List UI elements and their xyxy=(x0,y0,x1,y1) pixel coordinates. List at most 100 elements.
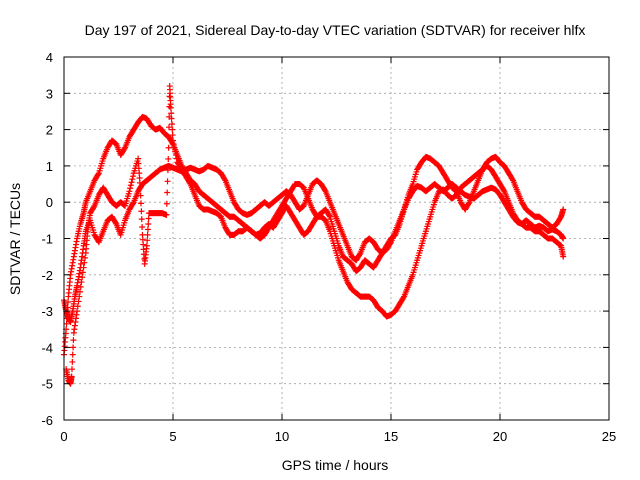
data-point xyxy=(168,121,175,128)
data-point xyxy=(163,211,170,218)
data-point xyxy=(127,185,134,192)
data-point xyxy=(90,204,97,211)
data-point xyxy=(170,137,176,144)
data-point xyxy=(79,274,86,281)
data-points xyxy=(61,83,567,387)
data-point xyxy=(137,192,144,199)
data-point xyxy=(169,126,176,133)
data-point xyxy=(167,104,174,111)
data-point xyxy=(170,141,177,148)
data-point xyxy=(126,188,133,195)
data-point xyxy=(95,171,102,178)
y-tick-label: -1 xyxy=(41,232,53,247)
data-point xyxy=(465,200,472,207)
series-trace-c xyxy=(63,83,567,387)
data-point xyxy=(509,176,516,183)
data-point xyxy=(164,178,171,185)
data-point xyxy=(70,337,77,344)
data-point xyxy=(173,155,180,162)
data-point xyxy=(77,283,84,290)
x-tick-label: 20 xyxy=(493,429,507,444)
data-point xyxy=(143,242,150,249)
x-axis-label: GPS time / hours xyxy=(282,457,389,473)
data-point xyxy=(560,206,567,213)
x-tick-label: 5 xyxy=(169,429,176,444)
data-point xyxy=(68,366,75,373)
data-point xyxy=(74,303,81,310)
data-point xyxy=(221,176,228,183)
y-tick-label: -2 xyxy=(41,268,53,283)
data-point xyxy=(76,293,83,300)
data-point xyxy=(165,134,172,141)
data-point xyxy=(78,279,85,286)
x-tick-label: 0 xyxy=(60,429,67,444)
data-point xyxy=(63,320,70,327)
axis-ticks: 0 5 10 15 20 25 -6 -5 -4 -3 -2 -1 0 1 2 3 4 xyxy=(41,50,616,444)
y-tick-label: -4 xyxy=(41,340,53,355)
data-point xyxy=(138,200,145,207)
data-point xyxy=(560,235,567,242)
data-point xyxy=(145,220,152,227)
y-tick-label: 4 xyxy=(46,50,53,65)
data-point xyxy=(165,144,172,151)
data-point xyxy=(68,373,75,380)
data-point xyxy=(121,145,128,152)
y-axis-label: SDTVAR / TECUs xyxy=(7,183,23,295)
y-tick-label: 1 xyxy=(46,159,53,174)
data-point xyxy=(128,179,135,186)
data-point xyxy=(144,237,151,244)
data-point xyxy=(356,251,363,258)
data-point xyxy=(127,182,134,189)
y-tick-label: -3 xyxy=(41,304,53,319)
data-point xyxy=(139,224,146,231)
data-point xyxy=(163,200,170,207)
y-tick-label: -6 xyxy=(41,413,53,428)
data-point xyxy=(168,110,175,117)
y-tick-label: 2 xyxy=(46,123,53,138)
data-point xyxy=(130,200,137,207)
data-point xyxy=(168,115,175,122)
data-point xyxy=(144,231,151,238)
data-point xyxy=(69,351,76,358)
data-point xyxy=(70,344,77,351)
data-point xyxy=(138,216,145,223)
data-point xyxy=(112,219,119,226)
data-point xyxy=(164,167,171,174)
y-tick-label: -5 xyxy=(41,377,53,392)
series-trace-a xyxy=(61,113,567,358)
y-tick-label: 3 xyxy=(46,86,53,101)
data-point xyxy=(560,253,567,260)
data-point xyxy=(81,259,88,266)
x-tick-label: 15 xyxy=(384,429,398,444)
y-tick-label: 0 xyxy=(46,195,53,210)
data-point xyxy=(165,155,172,162)
data-point xyxy=(500,187,507,194)
x-tick-label: 10 xyxy=(275,429,289,444)
data-point xyxy=(130,173,137,180)
data-point xyxy=(169,132,176,139)
data-point xyxy=(138,208,145,215)
data-point xyxy=(326,212,333,219)
series-trace-b xyxy=(61,162,567,325)
data-point xyxy=(145,215,152,222)
data-point xyxy=(144,226,151,233)
data-point xyxy=(69,358,76,365)
chart-title: Day 197 of 2021, Sidereal Day-to-day VTE… xyxy=(85,22,586,38)
data-point xyxy=(171,144,178,151)
data-point xyxy=(75,298,82,305)
data-point xyxy=(172,152,179,159)
data-point xyxy=(76,288,83,295)
data-point xyxy=(186,179,193,186)
data-point xyxy=(82,254,89,261)
data-point xyxy=(137,184,144,191)
data-point xyxy=(400,294,407,301)
data-point xyxy=(80,264,87,271)
data-point xyxy=(79,269,86,276)
data-point xyxy=(166,124,173,131)
data-point xyxy=(74,308,81,315)
data-point xyxy=(129,176,136,183)
x-tick-label: 25 xyxy=(602,429,616,444)
data-point xyxy=(172,148,179,155)
data-point xyxy=(321,187,328,194)
